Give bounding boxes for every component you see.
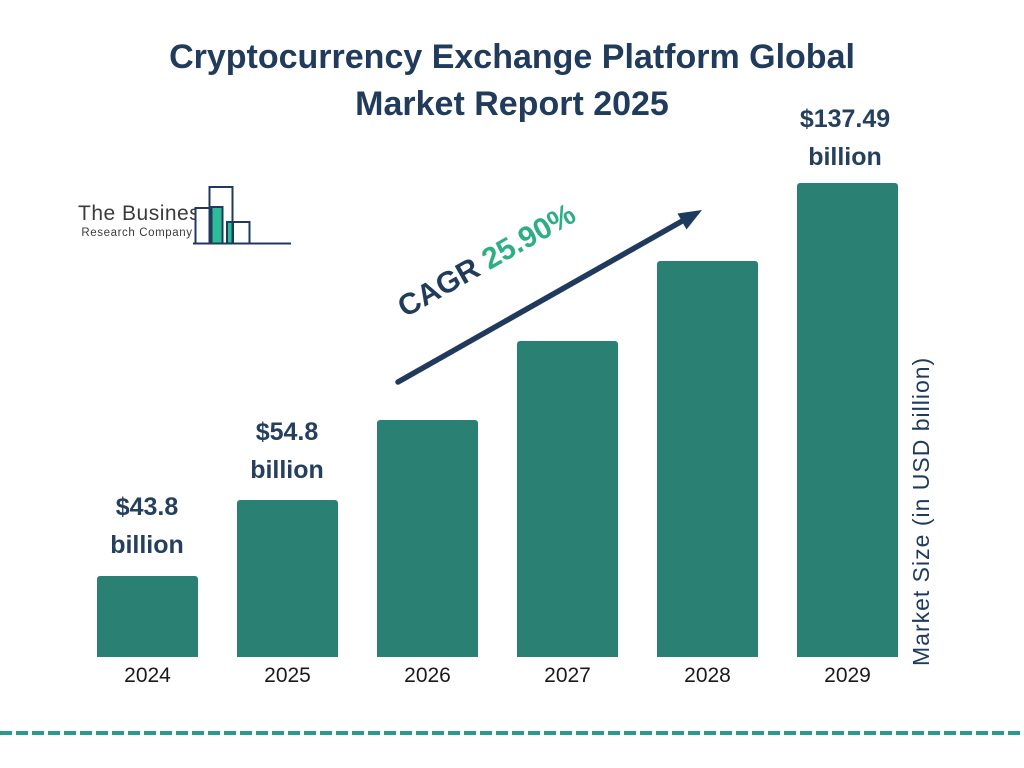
data-label-2029: $137.49 billion (760, 100, 930, 176)
x-tick-2029: 2029 (824, 664, 871, 687)
page-title-line2: Market Report 2025 (355, 85, 669, 123)
bar-2027 (517, 341, 618, 657)
data-label-2025: $54.8 billion (202, 413, 372, 489)
page-title-line1: Cryptocurrency Exchange Platform Global (169, 38, 855, 76)
company-logo-text: The Business Research Company (78, 202, 212, 239)
data-label-2024-value: $43.8 (115, 493, 179, 521)
cagr-value: 25.90% (476, 197, 582, 277)
company-name: The Business (78, 202, 212, 225)
bar-2028 (657, 261, 758, 657)
cagr-annotation: CAGR 25.90% (392, 197, 584, 330)
data-label-2024-unit: billion (110, 531, 184, 559)
company-logo: The Business Research Company (66, 178, 296, 250)
data-label-2025-value: $54.8 (255, 418, 319, 446)
company-subname: Research Company (81, 227, 193, 239)
y-axis-label: Market Size (in USD billion) (908, 356, 934, 666)
bar-2026 (377, 420, 478, 657)
bar-chart-logo-icon (193, 186, 291, 245)
bar-2025 (237, 500, 338, 657)
x-tick-2027: 2027 (544, 664, 591, 687)
bar-2029 (797, 183, 898, 657)
cagr-label: CAGR (392, 251, 486, 324)
data-label-2024: $43.8 billion (62, 488, 232, 564)
bar-2024 (97, 576, 198, 657)
data-label-2029-value: $137.49 (799, 105, 891, 133)
data-label-2025-unit: billion (250, 456, 324, 484)
x-tick-2025: 2025 (264, 664, 311, 687)
x-tick-2028: 2028 (684, 664, 731, 687)
bottom-dashed-divider (0, 731, 1024, 735)
x-tick-2024: 2024 (124, 664, 171, 687)
x-tick-2026: 2026 (404, 664, 451, 687)
page-title: Cryptocurrency Exchange Platform Global … (0, 34, 1024, 128)
data-label-2029-unit: billion (808, 143, 882, 171)
